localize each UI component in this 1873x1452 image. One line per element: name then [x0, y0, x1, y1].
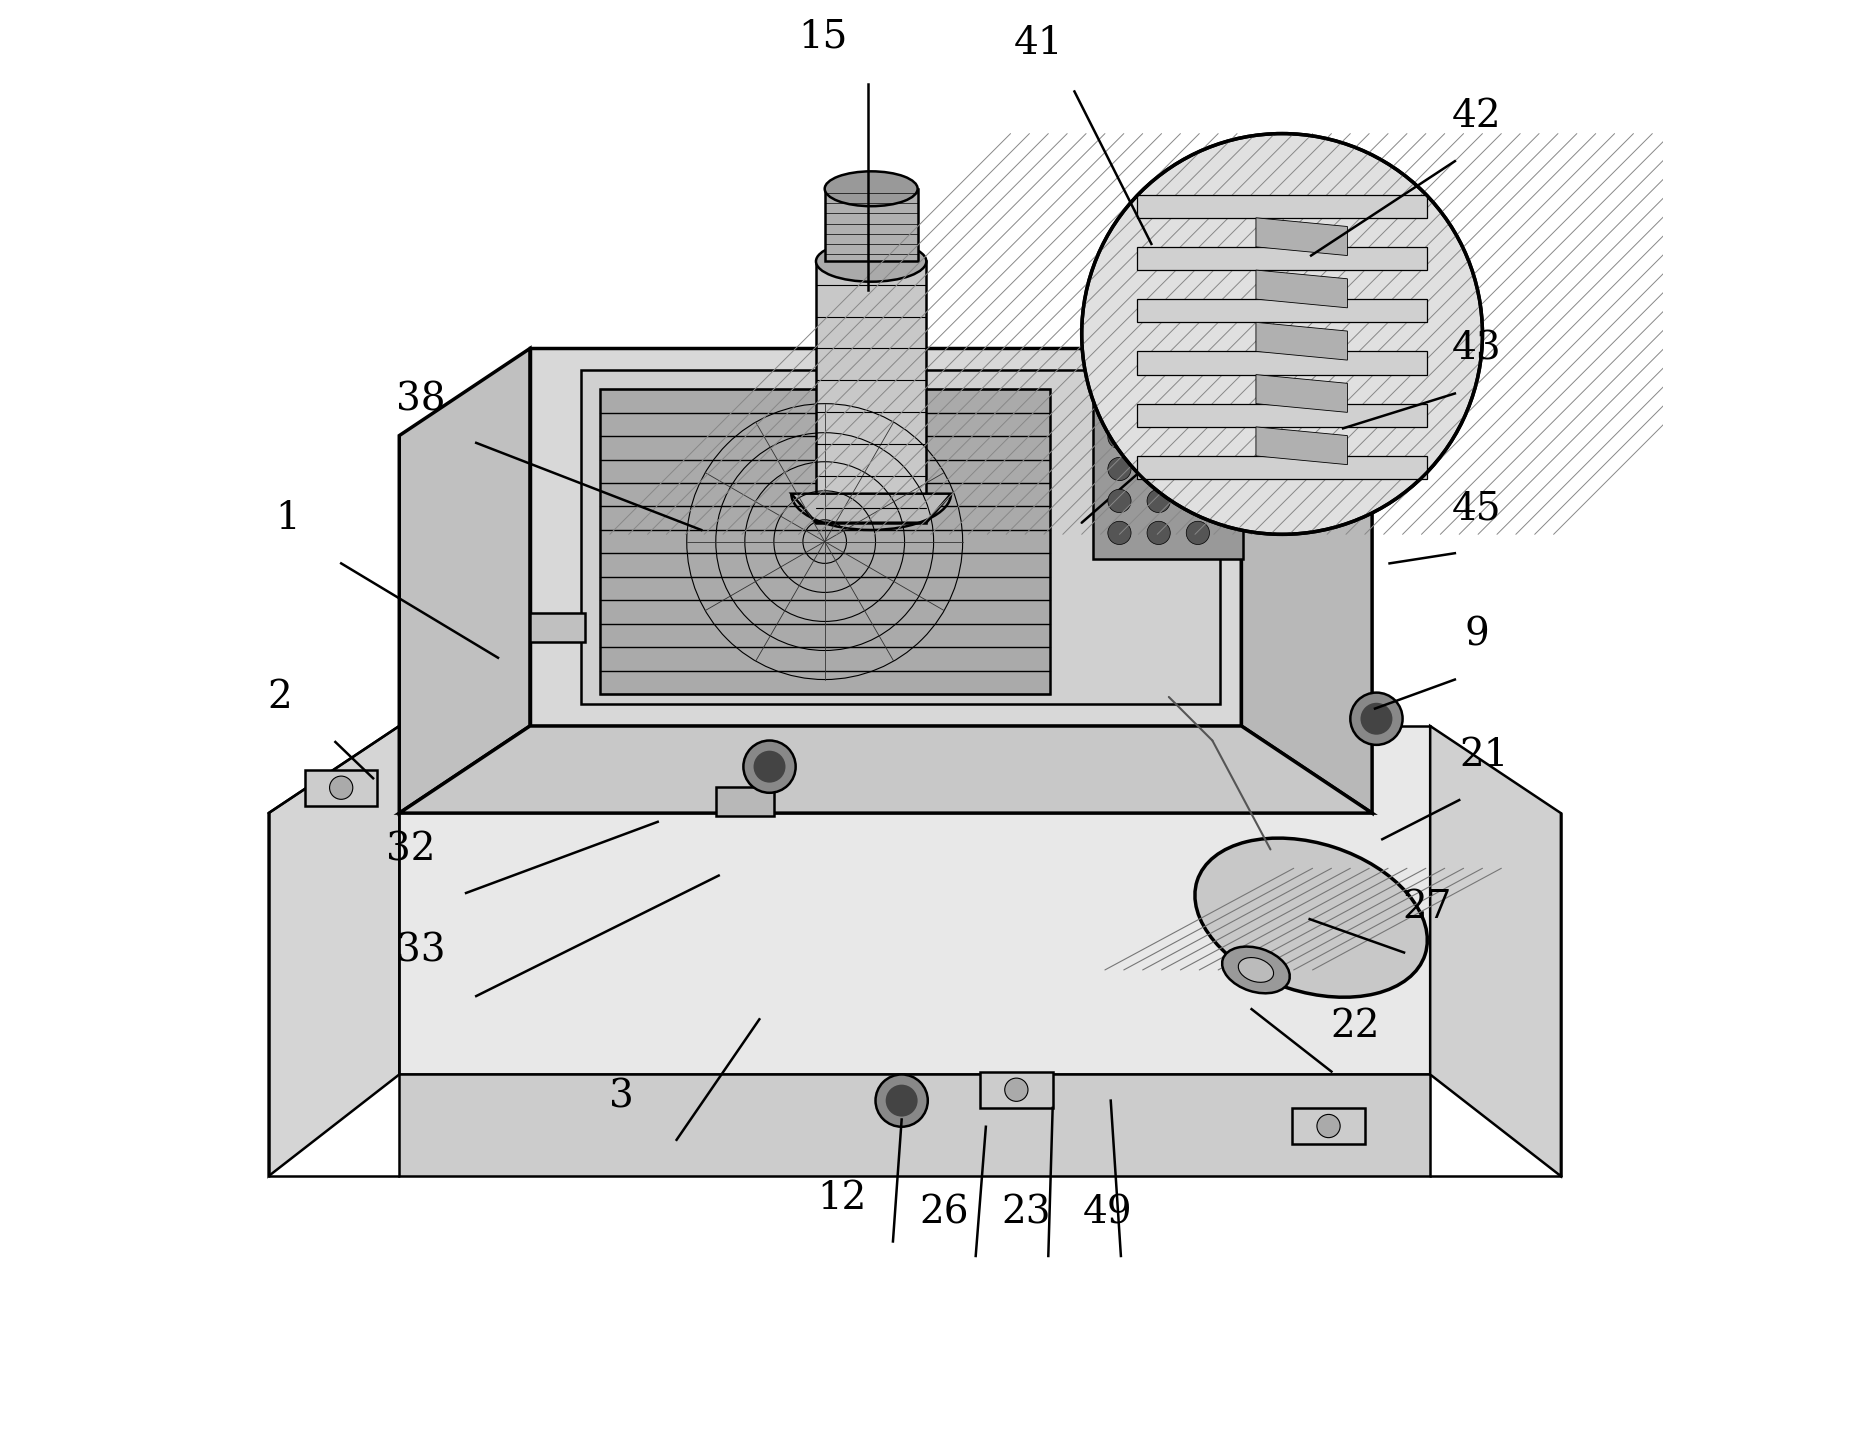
Text: 33: 33 [397, 934, 446, 970]
Ellipse shape [1221, 947, 1290, 993]
Text: 15: 15 [798, 19, 848, 55]
Circle shape [1186, 362, 1210, 385]
Circle shape [1186, 393, 1210, 417]
Polygon shape [1137, 247, 1427, 270]
Polygon shape [1257, 218, 1347, 256]
Circle shape [1186, 425, 1210, 449]
Circle shape [330, 775, 352, 799]
Polygon shape [1257, 322, 1347, 360]
Text: 32: 32 [386, 832, 436, 868]
Polygon shape [1137, 195, 1427, 218]
Text: 38: 38 [397, 382, 446, 418]
Polygon shape [1257, 375, 1347, 412]
Polygon shape [824, 189, 918, 261]
Text: 42: 42 [1452, 99, 1502, 135]
Text: 45: 45 [1452, 491, 1502, 527]
Polygon shape [599, 389, 1049, 694]
Polygon shape [1431, 726, 1560, 1176]
Polygon shape [790, 494, 951, 523]
Circle shape [1107, 489, 1131, 513]
Polygon shape [1257, 270, 1347, 308]
Circle shape [875, 1074, 927, 1127]
Text: 23: 23 [1002, 1195, 1051, 1231]
Polygon shape [1107, 341, 1229, 370]
Circle shape [1186, 521, 1210, 544]
Circle shape [1146, 521, 1171, 544]
Circle shape [1107, 521, 1131, 544]
Polygon shape [268, 726, 399, 1176]
Circle shape [1107, 393, 1131, 417]
Polygon shape [1137, 299, 1427, 322]
Circle shape [1146, 362, 1171, 385]
Polygon shape [399, 348, 530, 813]
Circle shape [1083, 134, 1482, 534]
Circle shape [1146, 457, 1171, 481]
Text: 43: 43 [1452, 331, 1502, 367]
Text: 26: 26 [920, 1195, 968, 1231]
Text: 1: 1 [275, 501, 300, 537]
Polygon shape [715, 787, 774, 816]
Text: 12: 12 [817, 1180, 867, 1217]
Circle shape [1107, 362, 1131, 385]
Polygon shape [1257, 427, 1347, 465]
Polygon shape [1292, 1108, 1365, 1144]
Circle shape [1107, 425, 1131, 449]
Text: 3: 3 [609, 1079, 633, 1115]
Ellipse shape [817, 241, 927, 282]
Text: 9: 9 [1465, 617, 1489, 653]
Circle shape [1107, 457, 1131, 481]
Polygon shape [530, 348, 1242, 726]
Text: 2: 2 [268, 680, 292, 716]
Text: 21: 21 [1459, 738, 1508, 774]
Polygon shape [1137, 404, 1427, 427]
Text: 41: 41 [1013, 26, 1062, 62]
Polygon shape [1137, 456, 1427, 479]
Circle shape [1186, 457, 1210, 481]
Polygon shape [399, 726, 1373, 813]
Ellipse shape [1238, 957, 1274, 983]
Polygon shape [1094, 334, 1302, 392]
Polygon shape [1137, 351, 1427, 375]
Circle shape [744, 741, 796, 793]
Text: 49: 49 [1083, 1195, 1133, 1231]
Polygon shape [530, 613, 584, 642]
Polygon shape [399, 726, 1431, 1074]
Polygon shape [980, 1072, 1053, 1108]
Polygon shape [1242, 348, 1373, 813]
Polygon shape [1094, 334, 1244, 559]
Circle shape [1360, 703, 1392, 735]
Polygon shape [399, 1074, 1431, 1176]
Text: 27: 27 [1403, 890, 1452, 926]
Circle shape [1146, 393, 1171, 417]
Text: 22: 22 [1330, 1009, 1379, 1045]
Polygon shape [817, 261, 927, 523]
Polygon shape [581, 370, 1219, 704]
Circle shape [1146, 425, 1171, 449]
Polygon shape [305, 770, 378, 806]
Circle shape [1317, 1115, 1341, 1138]
Ellipse shape [1195, 838, 1427, 998]
Circle shape [1186, 489, 1210, 513]
Circle shape [753, 751, 785, 783]
Circle shape [886, 1085, 918, 1117]
Circle shape [1004, 1077, 1028, 1101]
Circle shape [1146, 489, 1171, 513]
Ellipse shape [824, 171, 918, 206]
Circle shape [1350, 693, 1403, 745]
